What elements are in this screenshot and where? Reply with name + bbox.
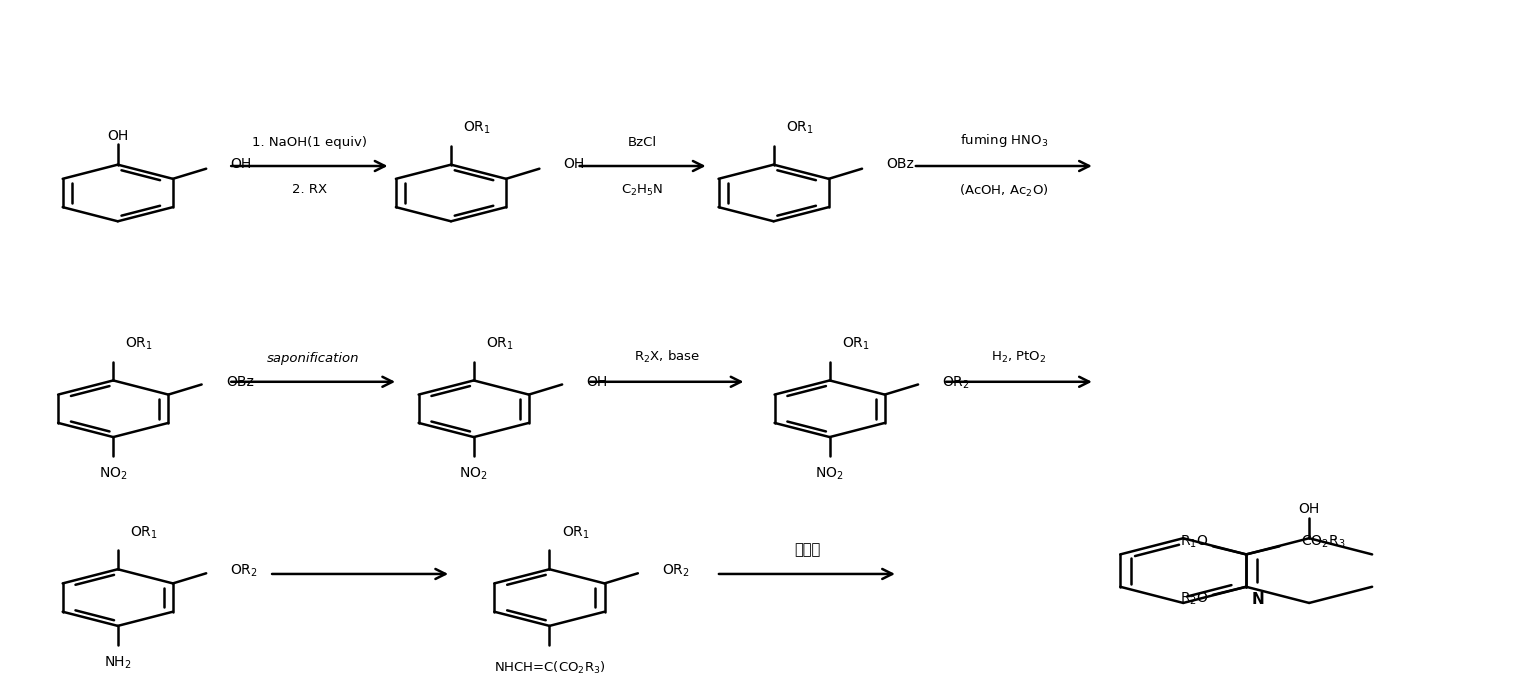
Text: OBz: OBz [225, 376, 254, 389]
Text: OR$_1$: OR$_1$ [786, 120, 813, 136]
Text: OR$_2$: OR$_2$ [230, 563, 259, 579]
Text: BzCl: BzCl [627, 136, 656, 149]
Text: R$_2$X, base: R$_2$X, base [634, 349, 701, 365]
Text: C$_2$H$_5$N: C$_2$H$_5$N [621, 183, 664, 198]
Text: 二苯醚: 二苯醚 [793, 542, 819, 557]
Text: H$_2$, PtO$_2$: H$_2$, PtO$_2$ [991, 350, 1046, 365]
Text: 2. RX: 2. RX [292, 183, 327, 196]
Text: OH: OH [586, 376, 608, 389]
Text: OR$_1$: OR$_1$ [125, 336, 154, 352]
Text: 1. NaOH(1 equiv): 1. NaOH(1 equiv) [251, 136, 367, 149]
Text: OR$_1$: OR$_1$ [842, 336, 870, 352]
Text: OBz: OBz [886, 157, 914, 171]
Text: OH: OH [230, 157, 251, 171]
Text: OR$_1$: OR$_1$ [129, 525, 158, 541]
Text: OH: OH [1299, 502, 1320, 516]
Text: NO$_2$: NO$_2$ [815, 465, 844, 482]
Text: N: N [1252, 592, 1264, 607]
Text: OH: OH [564, 157, 585, 171]
Text: OH: OH [107, 129, 128, 144]
Text: OR$_1$: OR$_1$ [562, 525, 589, 541]
Text: OR$_1$: OR$_1$ [486, 336, 513, 352]
Text: (AcOH, Ac$_2$O): (AcOH, Ac$_2$O) [959, 183, 1049, 199]
Text: R$_2$O: R$_2$O [1180, 591, 1208, 607]
Text: NH$_2$: NH$_2$ [104, 654, 131, 670]
Text: CO$_2$R$_3$: CO$_2$R$_3$ [1301, 534, 1345, 551]
Text: fuming HNO$_3$: fuming HNO$_3$ [959, 132, 1048, 149]
Text: NHCH=C(CO$_2$R$_3$): NHCH=C(CO$_2$R$_3$) [493, 659, 605, 676]
Text: saponification: saponification [267, 352, 359, 365]
Text: OR$_2$: OR$_2$ [663, 563, 690, 579]
Text: OR$_1$: OR$_1$ [463, 120, 490, 136]
Text: R$_1$O: R$_1$O [1180, 534, 1208, 551]
Text: OR$_2$: OR$_2$ [943, 374, 970, 391]
Text: NO$_2$: NO$_2$ [99, 465, 128, 482]
Text: NO$_2$: NO$_2$ [460, 465, 487, 482]
